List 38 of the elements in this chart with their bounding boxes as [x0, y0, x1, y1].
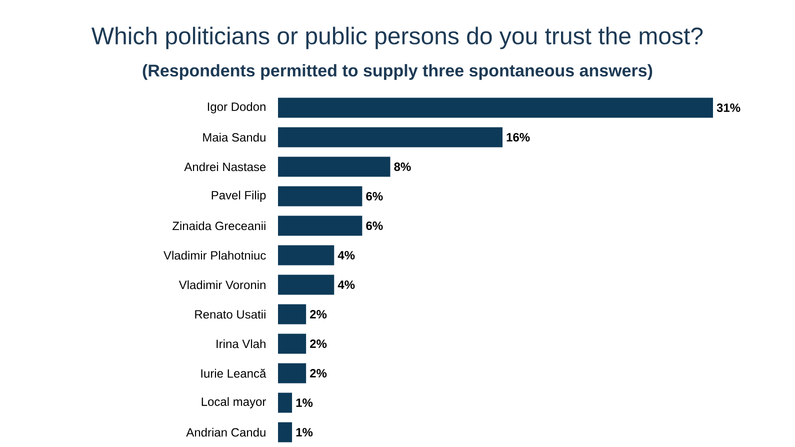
bar [278, 127, 503, 148]
bar [278, 274, 334, 295]
y-tick-label: Local mayor [202, 397, 266, 408]
data-label: 2% [310, 310, 327, 318]
bar [278, 363, 306, 384]
y-tick-label: Pavel Filip [212, 190, 266, 202]
data-label: 2% [310, 340, 327, 348]
y-tick-label: Igor Dodon [208, 102, 266, 114]
bar [278, 245, 334, 266]
y-tick-label: Irina Vlah [216, 339, 266, 348]
data-label: 1% [296, 428, 313, 436]
y-tick-label: Zinaida Greceanii [172, 221, 266, 230]
bar [278, 304, 306, 324]
data-label: 4% [338, 251, 355, 260]
data-label: 8% [394, 162, 411, 171]
bar [278, 334, 306, 354]
chart-title: Which politicians or public persons do you trust the most? [91, 26, 703, 50]
data-label: 6% [366, 192, 383, 200]
data-label: 4% [338, 280, 355, 289]
chart-subtitle: (Respondents permitted to supply three spontaneous answers) [142, 64, 652, 80]
y-tick-label: Vladimir Voronin [178, 280, 266, 290]
y-tick-label: Andrian Candu [186, 428, 266, 437]
bar [278, 98, 713, 118]
bar [278, 186, 362, 206]
data-label: 2% [310, 369, 327, 378]
data-label: 1% [296, 398, 313, 407]
data-label: 16% [506, 133, 530, 142]
y-tick-label: Andrei Nastase [184, 162, 266, 172]
y-tick-label: Vladimir Plahotniuc [164, 250, 266, 260]
bar [278, 216, 362, 236]
y-tick-label: Maia Sandu [203, 132, 266, 142]
y-tick-label: Renato Usatii [195, 310, 266, 319]
y-tick-label: Iurie Leancă [201, 368, 266, 378]
data-label: 6% [366, 222, 383, 230]
bar [278, 392, 292, 413]
bar [278, 422, 292, 442]
bar [278, 156, 390, 177]
data-label: 31% [716, 103, 740, 112]
